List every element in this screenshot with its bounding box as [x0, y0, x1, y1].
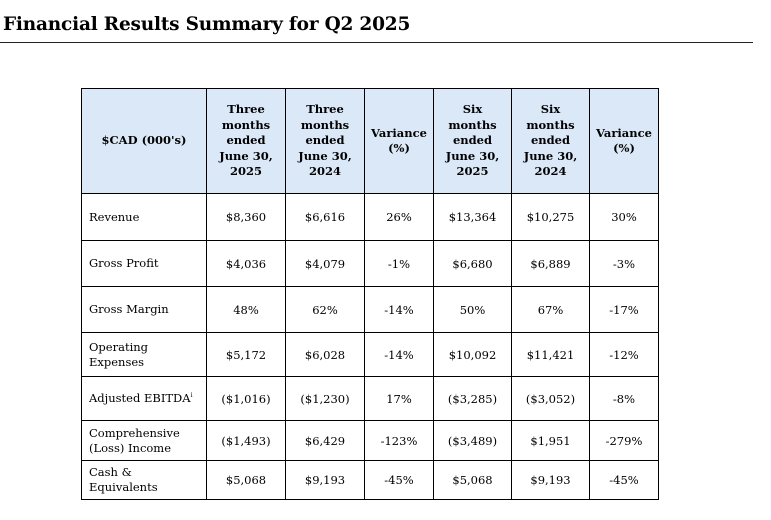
- table-cell: 30%: [589, 193, 659, 241]
- table-row: Comprehensive (Loss) Income ($1,493) $6,42…: [81, 420, 659, 461]
- table-cell: -14%: [364, 332, 434, 377]
- table-cell: $11,421: [511, 332, 590, 377]
- table-cell: $6,429: [285, 420, 365, 461]
- table-cell: $10,092: [433, 332, 512, 377]
- row-label: Operating Expenses: [81, 332, 207, 377]
- table-cell: 48%: [206, 286, 286, 333]
- row-label-text: Comprehensive (Loss) Income: [89, 425, 180, 455]
- row-label: Gross Margin: [81, 286, 207, 333]
- row-label-text: Gross Margin: [89, 302, 169, 316]
- header-six-months-2024: Six months ended June 30, 2024: [511, 88, 590, 194]
- table-cell: $5,068: [433, 460, 512, 500]
- table-cell: -12%: [589, 332, 659, 377]
- table-cell: $6,889: [511, 240, 590, 287]
- table-cell: ($3,489): [433, 420, 512, 461]
- table-cell: -17%: [589, 286, 659, 333]
- row-label-text: Cash & Equivalents: [89, 465, 158, 494]
- table-cell: ($1,016): [206, 376, 286, 421]
- table-cell: -279%: [589, 420, 659, 461]
- footnote-marker: i: [190, 392, 193, 400]
- row-label-text: Revenue: [89, 209, 140, 224]
- row-label: Revenue: [81, 193, 207, 241]
- header-three-months-2024: Three months ended June 30, 2024: [285, 88, 365, 194]
- table-cell: -8%: [589, 376, 659, 421]
- table-row: Revenue $8,360 $6,616 26% $13,364 $10,275 30%: [81, 193, 659, 241]
- table-cell: ($1,230): [285, 376, 365, 421]
- table-cell: $6,028: [285, 332, 365, 377]
- table-row: Gross Margin 48% 62% -14% 50% 67% -17%: [81, 286, 659, 333]
- table-cell: ($3,285): [433, 376, 512, 421]
- table-row: Operating Expenses $5,172 $6,028 -14% $10,09…: [81, 332, 659, 377]
- financial-summary-table: $CAD (000's) Three months ended June 30,…: [81, 88, 659, 500]
- table-cell: -123%: [364, 420, 434, 461]
- table-cell: $5,068: [206, 460, 286, 500]
- row-label: Adjusted EBITDAi: [81, 376, 207, 421]
- page-title: Financial Results Summary for Q2 2025: [3, 14, 411, 35]
- row-label: Cash & Equivalents: [81, 460, 207, 500]
- table-cell: $4,079: [285, 240, 365, 287]
- table-cell: $6,680: [433, 240, 512, 287]
- table-cell: $9,193: [511, 460, 590, 500]
- header-six-months-2025: Six months ended June 30, 2025: [433, 88, 512, 194]
- table-row: Adjusted EBITDAi ($1,016) ($1,230) 17% ($3,2…: [81, 376, 659, 421]
- table-cell: $4,036: [206, 240, 286, 287]
- table-cell: $8,360: [206, 193, 286, 241]
- row-label-text: Operating Expenses: [89, 339, 149, 369]
- table-header-row: $CAD (000's) Three months ended June 30,…: [81, 88, 659, 194]
- header-currency-label: $CAD (000's): [81, 88, 207, 194]
- row-label: Comprehensive (Loss) Income: [81, 420, 207, 461]
- table-row: Gross Profit $4,036 $4,079 -1% $6,680 $6,889-…: [81, 240, 659, 287]
- table-cell: $1,951: [511, 420, 590, 461]
- header-three-months-2025: Three months ended June 30, 2025: [206, 88, 286, 194]
- table-cell: 50%: [433, 286, 512, 333]
- table-cell: 62%: [285, 286, 365, 333]
- table-cell: 67%: [511, 286, 590, 333]
- row-label: Gross Profit: [81, 240, 207, 287]
- table-cell: -1%: [364, 240, 434, 287]
- row-label-text: Gross Profit: [89, 256, 159, 270]
- table-cell: 26%: [364, 193, 434, 241]
- table-cell: ($3,052): [511, 376, 590, 421]
- header-variance-three-months: Variance (%): [364, 88, 434, 194]
- table-cell: -14%: [364, 286, 434, 333]
- table-cell: $13,364: [433, 193, 512, 241]
- header-variance-six-months: Variance (%): [589, 88, 659, 194]
- table-cell: $9,193: [285, 460, 365, 500]
- table-cell: ($1,493): [206, 420, 286, 461]
- table-cell: -45%: [364, 460, 434, 500]
- table-cell: $10,275: [511, 193, 590, 241]
- table-row: Cash & Equivalents $5,068 $9,193 -45% $5,068…: [81, 460, 659, 500]
- table-cell: 17%: [364, 376, 434, 421]
- row-label-text: Adjusted EBITDA: [89, 391, 191, 405]
- title-divider: [0, 42, 753, 43]
- table-cell: -45%: [589, 460, 659, 500]
- table-cell: $5,172: [206, 332, 286, 377]
- table-cell: $6,616: [285, 193, 365, 241]
- table-cell: -3%: [589, 240, 659, 287]
